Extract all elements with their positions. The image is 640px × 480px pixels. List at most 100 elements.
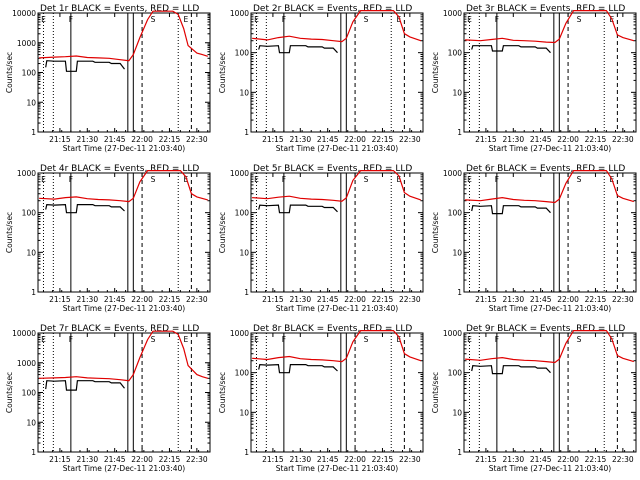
- y-tick-label: 100: [22, 69, 37, 78]
- event-marker-label: E: [254, 175, 259, 184]
- y-tick-label: 10: [26, 418, 36, 427]
- plot-frame: [463, 12, 637, 133]
- plot-frame: [250, 172, 424, 293]
- events-series-line: [45, 380, 125, 391]
- plot-frame: [250, 12, 424, 133]
- event-marker-label: E: [467, 15, 472, 24]
- lld-series-line: [252, 170, 421, 202]
- event-marker-label: F: [69, 175, 73, 184]
- y-axis-label: Counts/sec: [431, 212, 440, 253]
- x-tick-label: 22:15: [585, 135, 607, 144]
- y-axis-label: Counts/sec: [431, 52, 440, 93]
- event-marker-label: F: [495, 175, 499, 184]
- event-marker-label: S: [151, 15, 156, 24]
- events-series-line: [471, 45, 551, 54]
- event-marker-label: E: [467, 175, 472, 184]
- x-axis-label: Start Time (27-Dec-11 21:03:40): [63, 464, 185, 473]
- event-marker-label: S: [577, 15, 582, 24]
- y-tick-label: 1: [244, 288, 249, 297]
- x-axis-label: Start Time (27-Dec-11 21:03:40): [489, 304, 611, 313]
- y-tick-label: 1000: [230, 169, 249, 178]
- x-tick-label: 21:45: [317, 135, 339, 144]
- chart-panel-1: Det 1r BLACK = Events, RED = LLD 1 10 100 10…: [5, 4, 211, 153]
- event-marker-label: E: [467, 335, 472, 344]
- x-tick-label: 21:45: [317, 455, 339, 464]
- y-tick-label: 1000: [443, 9, 462, 18]
- y-tick-label: 1000: [230, 329, 249, 338]
- plot-frame: [463, 332, 637, 453]
- y-tick-label: 1000: [230, 9, 249, 18]
- x-tick-label: 21:30: [289, 135, 311, 144]
- event-marker-label: F: [282, 335, 286, 344]
- x-tick-label: 22:15: [372, 455, 394, 464]
- x-tick-label: 22:30: [399, 455, 421, 464]
- x-tick-label: 21:30: [502, 455, 524, 464]
- x-axis-label: Start Time (27-Dec-11 21:03:40): [276, 144, 398, 153]
- x-tick-label: 21:30: [502, 135, 524, 144]
- lld-series-line: [39, 10, 208, 62]
- x-axis-label: Start Time (27-Dec-11 21:03:40): [489, 464, 611, 473]
- event-marker-label: F: [69, 15, 73, 24]
- y-tick-label: 1000: [443, 169, 462, 178]
- y-tick-label: 1000: [17, 359, 36, 368]
- event-marker-label: S: [364, 175, 369, 184]
- x-tick-label: 21:45: [530, 295, 552, 304]
- lld-series-line: [39, 330, 208, 382]
- y-tick-label: 1000: [17, 169, 36, 178]
- lld-series-line: [465, 330, 634, 364]
- event-marker-label: S: [577, 175, 582, 184]
- x-tick-label: 22:00: [344, 455, 366, 464]
- x-tick-label: 22:00: [344, 135, 366, 144]
- x-axis-label: Start Time (27-Dec-11 21:03:40): [276, 304, 398, 313]
- x-tick-label: 22:15: [159, 295, 181, 304]
- events-series-line: [258, 204, 338, 214]
- chart-title: Det 7r BLACK = Events, RED = LLD: [40, 324, 199, 334]
- event-marker-label: E: [184, 335, 189, 344]
- y-tick-label: 10: [239, 88, 249, 97]
- event-marker-label: S: [577, 335, 582, 344]
- event-marker-label: S: [151, 335, 156, 344]
- chart-title: Det 2r BLACK = Events, RED = LLD: [253, 4, 412, 14]
- event-marker-label: F: [495, 15, 499, 24]
- y-axis-label: Counts/sec: [218, 52, 227, 93]
- y-tick-label: 1: [31, 448, 36, 457]
- x-tick-label: 22:00: [557, 135, 579, 144]
- chart-panel-4: Det 4r BLACK = Events, RED = LLD 1 10 100 10…: [5, 164, 211, 313]
- y-tick-label: 10: [26, 248, 36, 257]
- x-tick-label: 22:00: [131, 295, 153, 304]
- chart-title: Det 3r BLACK = Events, RED = LLD: [466, 4, 625, 14]
- event-marker-label: F: [282, 15, 286, 24]
- x-tick-label: 21:15: [262, 455, 284, 464]
- event-marker-label: E: [41, 175, 46, 184]
- chart-panel-8: Det 8r BLACK = Events, RED = LLD 1 10 100 10…: [218, 324, 424, 473]
- x-tick-label: 22:30: [186, 135, 208, 144]
- y-axis-label: Counts/sec: [5, 52, 14, 93]
- y-tick-label: 100: [22, 209, 37, 218]
- event-marker-label: S: [364, 15, 369, 24]
- x-tick-label: 21:15: [475, 135, 497, 144]
- x-tick-label: 22:00: [557, 455, 579, 464]
- x-tick-label: 21:15: [262, 295, 284, 304]
- chart-title: Det 1r BLACK = Events, RED = LLD: [40, 4, 199, 14]
- chart-title: Det 4r BLACK = Events, RED = LLD: [40, 164, 199, 174]
- y-tick-label: 1: [31, 128, 36, 137]
- x-tick-label: 22:15: [585, 295, 607, 304]
- x-tick-label: 21:15: [49, 455, 71, 464]
- y-tick-label: 1000: [443, 329, 462, 338]
- x-tick-label: 21:30: [289, 455, 311, 464]
- y-tick-label: 100: [448, 209, 463, 218]
- x-axis-label: Start Time (27-Dec-11 21:03:40): [489, 144, 611, 153]
- x-tick-label: 21:30: [76, 295, 98, 304]
- event-marker-label: S: [151, 175, 156, 184]
- chart-title: Det 5r BLACK = Events, RED = LLD: [253, 164, 412, 174]
- y-tick-label: 1000: [17, 39, 36, 48]
- chart-title: Det 9r BLACK = Events, RED = LLD: [466, 324, 625, 334]
- plot-frame: [463, 172, 637, 293]
- y-tick-label: 100: [235, 209, 250, 218]
- event-marker-label: F: [282, 175, 286, 184]
- event-marker-label: E: [254, 335, 259, 344]
- x-tick-label: 22:30: [399, 295, 421, 304]
- x-tick-label: 22:15: [159, 455, 181, 464]
- event-marker-label: S: [364, 335, 369, 344]
- y-tick-label: 1: [457, 128, 462, 137]
